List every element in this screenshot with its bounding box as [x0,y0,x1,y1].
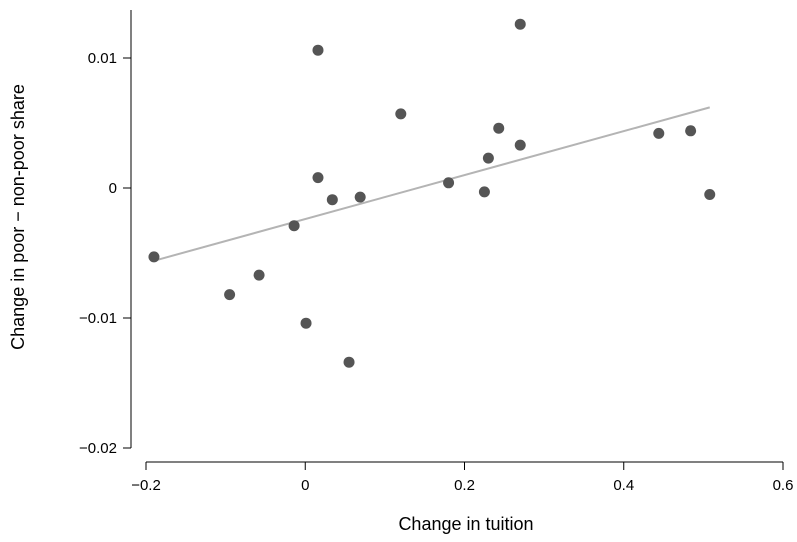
data-point [482,152,494,164]
data-point [704,189,716,200]
data-point [343,356,355,368]
x-tick-label: 0.4 [613,477,634,494]
data-point [443,177,455,189]
y-tick-label: −0.02 [79,440,117,457]
data-points [148,18,716,368]
data-point [493,122,505,134]
x-tick-label: 0.6 [773,477,794,494]
axes: −0.02 −0.01 0 0.01 −0.2 0 0.2 0.4 0.6 [79,10,793,494]
data-point [148,251,160,263]
data-point [288,220,300,232]
data-point [253,269,265,281]
data-point [685,125,697,137]
data-point [326,194,338,206]
fit-line-layer [153,106,711,262]
data-point [478,186,490,198]
data-point [312,44,324,56]
data-point [514,18,526,30]
x-tick-label: 0 [301,477,309,494]
data-point [300,317,312,329]
x-tick-label: 0.2 [454,477,475,494]
y-tick-label: 0 [109,180,117,197]
data-point [354,191,366,203]
data-point [653,127,665,139]
x-tick-label: −0.2 [131,477,161,494]
data-point [514,139,526,151]
y-axis-label: Change in poor − non-poor share [8,84,28,350]
y-tick-label: 0.01 [88,50,117,67]
x-axis-label: Change in tuition [398,514,533,534]
fit-line [153,106,711,262]
y-tick-label: −0.01 [79,310,117,327]
data-point [224,289,236,301]
data-point [395,108,407,120]
data-point [312,172,324,184]
